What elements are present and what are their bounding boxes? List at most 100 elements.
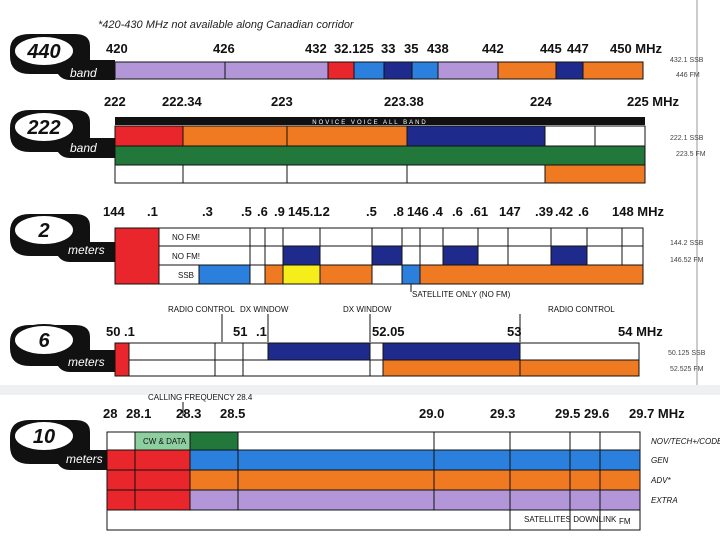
band-2m-label-144: 144: [103, 204, 125, 219]
band-2m-label-1451: 145.1: [288, 204, 321, 219]
band-2m-label-p39: .39: [535, 204, 553, 219]
band-440-seg-orange-1: [497, 61, 557, 80]
band-10m: CALLING FREQUENCY 28.4 10 meters 28 28.1…: [10, 393, 720, 531]
band-222-r1-navy: [406, 125, 546, 147]
band-6m-right-note-1: 50.125 SSB: [668, 350, 706, 357]
band-2m-red-block: [114, 227, 160, 285]
band-440-seg-orange-2: [582, 61, 644, 80]
band-2m-r3-white-3: [371, 264, 403, 285]
band-440-label-450: 450 MHz: [610, 41, 663, 56]
band-2m-r2-navy-3: [442, 245, 479, 266]
band-6m-above-2: DX WINDOW: [240, 305, 289, 314]
band-10m-satellites-label: SATELLITES DOWNLINK: [524, 515, 617, 524]
band-440-label-35: 35: [404, 41, 418, 56]
band-222-r1-orange-2: [286, 125, 408, 147]
band-6m-above-4: RADIO CONTROL: [548, 305, 615, 314]
band-2m-label-147: 147: [499, 204, 521, 219]
band-2m-r3-yellow: [282, 264, 321, 285]
band-10m-r2-blue: [189, 449, 641, 471]
band-separator: [0, 385, 720, 395]
band-2m-label-p1: .1: [147, 204, 158, 219]
band-2m-label-148: 148 MHz: [612, 204, 665, 219]
band-6m-orange: [382, 359, 640, 377]
band-2m-r2-navy-1: [282, 245, 321, 266]
band-440-label-426: 426: [213, 41, 235, 56]
band-10m-r1-white: [237, 431, 641, 451]
band-440-seg-purple-2: [224, 61, 329, 80]
band-2m-label-146: 146: [407, 204, 429, 219]
band-440-label-432: 432: [305, 41, 327, 56]
band-222-label-22338: 223.38: [384, 94, 424, 109]
band-2m-label-p61: .61: [470, 204, 488, 219]
band-6m-above-1: RADIO CONTROL: [168, 305, 235, 314]
band-2m-label-p6: .6: [257, 204, 268, 219]
band-10m-badge-oval: [13, 420, 75, 452]
band-10m-label-293: 29.3: [490, 406, 515, 421]
band-10m-number: 10: [33, 426, 55, 448]
band-222-badge-oval: [13, 111, 75, 143]
band-440-number: 440: [26, 41, 60, 63]
band-222-label-225: 225 MHz: [627, 94, 680, 109]
band-222-right-note-1: 222.1 SSB: [670, 135, 704, 142]
band-10m-r3-red: [106, 469, 136, 491]
band-222: 222 band 222 222.34 223 223.38 224 225 M…: [10, 94, 706, 184]
band-6m-navy-2: [382, 342, 521, 361]
band-2m-badge-oval: [13, 214, 75, 246]
band-10m-row-name-3: ADV*: [650, 476, 671, 485]
band-222-r3-orange: [544, 164, 646, 184]
band-10m-calling-label: CALLING FREQUENCY 28.4: [148, 393, 253, 402]
band-2m-label-p8: .8: [393, 204, 404, 219]
band-2m-row1: [158, 227, 644, 247]
band-10m-r4-red: [106, 489, 136, 511]
band-222-number: 222: [26, 117, 60, 139]
band-440-label-420: 420: [106, 41, 128, 56]
band-440-right-note-1: 432.1 SSB: [670, 57, 704, 64]
band-6m-label-50: 50: [106, 324, 120, 339]
band-6m-number: 6: [38, 330, 50, 352]
band-10m-fm-label: FM: [619, 517, 631, 526]
band-440-seg-navy-2: [555, 61, 584, 80]
band-222-label-223: 223: [271, 94, 293, 109]
band-2m-label-p5b: .5: [366, 204, 377, 219]
band-10m-r1-white-a: [106, 431, 136, 451]
band-6m-label-54: 54 MHz: [618, 324, 663, 339]
band-2m-label-p6b: .6: [452, 204, 463, 219]
band-2m-r3-white-2: [249, 264, 266, 285]
band-440-label-33: 33: [381, 41, 395, 56]
band-10m-label-290: 29.0: [419, 406, 444, 421]
band-10m-subtitle: meters: [66, 452, 103, 466]
band-2m-right-note-2: 146.52 FM: [670, 257, 704, 264]
band-6m-label-5205: 52.05: [372, 324, 405, 339]
band-10m-r2-red-2: [134, 449, 191, 471]
band-222-right-note-2: 223.5 FM: [676, 151, 706, 158]
band-440-seg-navy-1: [383, 61, 413, 80]
band-440: 440 band 420 426 432 32.125 33 35 438 44…: [10, 34, 704, 80]
band-10m-label-283: 28.3: [176, 406, 201, 421]
band-6m-label-53: 53: [507, 324, 521, 339]
band-2m-grid: [158, 227, 644, 285]
band-2m-label-p9: .9: [274, 204, 285, 219]
band-6m: RADIO CONTROL DX WINDOW DX WINDOW RADIO …: [10, 305, 706, 377]
band-6m-above-3: DX WINDOW: [343, 305, 392, 314]
band-10m-r2-red: [106, 449, 136, 471]
band-6m-navy-1: [267, 342, 371, 361]
band-222-r3-white-4: [406, 164, 546, 184]
band-2m-r2-navy-4: [550, 245, 588, 266]
band-2m-subtitle: meters: [68, 243, 105, 257]
band-6m-subtitle: meters: [68, 355, 105, 369]
band-10m-r4-red-2: [134, 489, 191, 511]
band-2m-row-label-2: NO FM!: [172, 252, 200, 261]
band-440-subtitle: band: [70, 66, 97, 80]
band-10m-r1-green: [189, 431, 239, 451]
band-6m-label-p1: .1: [124, 324, 135, 339]
band-222-r1-white-1: [544, 125, 596, 147]
band-2m-r3-blue: [198, 264, 251, 285]
band-10m-row-name-2: GEN: [651, 456, 669, 465]
band-222-label-22234: 222.34: [162, 94, 203, 109]
band-6m-label-p1b: .1: [256, 324, 267, 339]
band-10m-row-name-4: EXTRA: [651, 496, 678, 505]
band-440-seg-blue-2: [411, 61, 439, 80]
band-440-seg-purple-3: [437, 61, 499, 80]
band-222-r1-red: [114, 125, 184, 147]
